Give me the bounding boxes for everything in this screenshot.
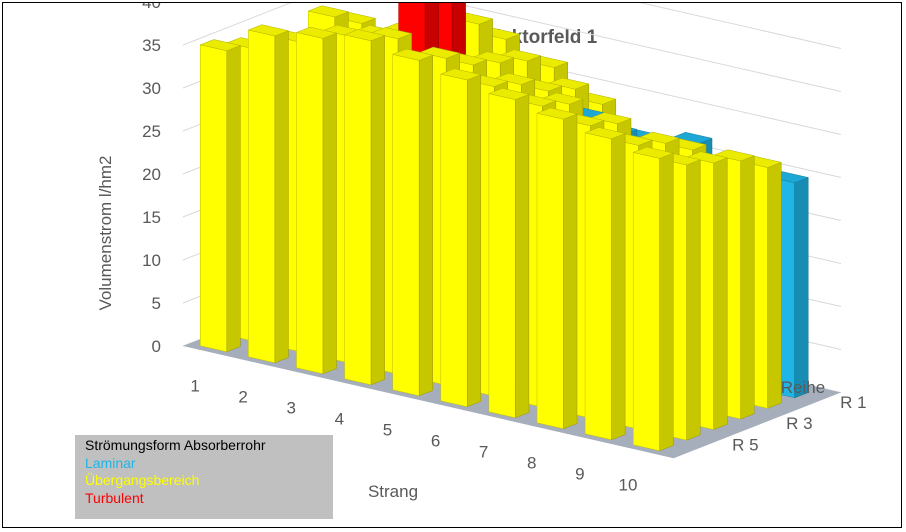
legend-title: Strömungsform Absorberrohr bbox=[85, 437, 266, 453]
bar-side-face bbox=[515, 93, 530, 419]
bar-side-face bbox=[563, 113, 578, 430]
x-tick-label: 3 bbox=[287, 399, 296, 418]
x-axis-label: Strang bbox=[368, 482, 418, 501]
bar-top-face bbox=[472, 51, 515, 64]
x-tick-label: 8 bbox=[527, 454, 536, 473]
y-tick-label: 0 bbox=[152, 337, 161, 356]
bar-top-face bbox=[713, 149, 756, 162]
bar-front-face bbox=[584, 132, 612, 441]
row-axis-label: Reihe bbox=[781, 378, 825, 397]
bar-side-face bbox=[226, 45, 241, 353]
bar-side-face bbox=[467, 74, 482, 408]
bar-front-face bbox=[200, 44, 228, 353]
y-tick-label: 15 bbox=[142, 208, 161, 227]
bar-side-face bbox=[322, 32, 337, 375]
bar-strang-1-row-1 bbox=[199, 39, 242, 353]
bar-strang-8-row-1 bbox=[536, 107, 578, 430]
y-tick-label: 40 bbox=[142, 3, 161, 12]
gridline bbox=[182, 3, 842, 92]
x-axis-ticks: 1 2 3 4 5 6 7 8 9 10 bbox=[190, 377, 637, 495]
bar-top-face bbox=[499, 49, 542, 62]
bar-side-face bbox=[794, 177, 809, 399]
y-tick-label: 35 bbox=[142, 36, 161, 55]
y-tick-label: 30 bbox=[142, 79, 161, 98]
bar-side-face bbox=[686, 159, 701, 441]
legend-item-laminar: Laminar bbox=[85, 454, 136, 471]
bar-top-face bbox=[584, 127, 626, 140]
row-tick-label: R 3 bbox=[786, 414, 812, 433]
bar-front-face bbox=[536, 112, 564, 430]
y-tick-label: 5 bbox=[152, 294, 161, 313]
bar-side-face bbox=[274, 30, 289, 364]
bar-front-face bbox=[392, 54, 420, 397]
legend-item-transition: Übergangsbereich bbox=[85, 472, 200, 488]
bar-side-face bbox=[713, 157, 728, 430]
bar-front-face bbox=[248, 29, 276, 364]
bar-strang-6-row-1 bbox=[439, 68, 482, 408]
bar-strang-4-row-1 bbox=[343, 29, 386, 386]
bar-top-face bbox=[439, 68, 482, 81]
bar-top-face bbox=[632, 146, 675, 159]
x-tick-label: 2 bbox=[238, 388, 247, 407]
x-tick-label: 10 bbox=[618, 476, 637, 495]
gridline bbox=[639, 3, 842, 49]
bar-top-face bbox=[590, 112, 632, 125]
bar-top-face bbox=[295, 26, 338, 39]
bar-front-face bbox=[344, 34, 372, 386]
bar-front-face bbox=[632, 152, 660, 452]
row-tick-label: R 1 bbox=[840, 393, 866, 412]
y-tick-label: 20 bbox=[142, 165, 161, 184]
bar-top-face bbox=[536, 107, 578, 120]
bar-front-face bbox=[440, 73, 468, 408]
bar-side-face bbox=[740, 155, 755, 420]
bars-group bbox=[199, 3, 810, 452]
bar-side-face bbox=[370, 35, 385, 386]
chart-canvas: Beispiel C-C /Kollektorfeld 1 0510152025… bbox=[96, 3, 867, 501]
bar-top-face bbox=[686, 151, 729, 164]
bar-strang-2-row-1 bbox=[247, 24, 290, 364]
bar-top-face bbox=[493, 73, 536, 85]
x-tick-label: 1 bbox=[190, 377, 199, 396]
y-axis-ticks: 0 5 10 15 20 25 30 35 40 bbox=[142, 3, 161, 356]
x-tick-label: 9 bbox=[575, 465, 584, 484]
bar-top-face bbox=[418, 46, 461, 59]
legend: Strömungsform Absorberrohr Laminar Überg… bbox=[75, 435, 333, 519]
y-tick-label: 10 bbox=[142, 251, 161, 270]
x-tick-label: 6 bbox=[431, 432, 440, 451]
bar-side-face bbox=[767, 161, 782, 409]
bar-strang-3-row-1 bbox=[295, 26, 338, 375]
bar-front-face bbox=[488, 93, 516, 419]
bar-top-face bbox=[391, 48, 434, 61]
bar-strang-7-row-1 bbox=[488, 88, 530, 419]
bar-strang-9-row-1 bbox=[584, 127, 626, 441]
legend-item-turbulent: Turbulent bbox=[85, 489, 144, 506]
y-axis-label: Volumenstrom l/hm2 bbox=[96, 156, 115, 311]
row-axis-ticks: R 1 R 3 R 5 bbox=[732, 393, 866, 454]
bar-strang-10-row-1 bbox=[632, 146, 675, 452]
x-tick-label: 4 bbox=[335, 410, 344, 429]
bar-top-face bbox=[343, 29, 386, 42]
bar-top-face bbox=[307, 5, 350, 18]
bar-top-face bbox=[247, 24, 290, 37]
bar-front-face bbox=[296, 32, 324, 375]
bar-top-face bbox=[370, 27, 413, 40]
bar-top-face bbox=[638, 131, 680, 144]
bar-top-face bbox=[488, 88, 530, 100]
x-tick-label: 5 bbox=[383, 421, 392, 440]
bar-side-face bbox=[659, 152, 674, 452]
row-tick-label: R 5 bbox=[732, 435, 758, 454]
bar-side-face bbox=[611, 133, 626, 441]
bar-top-face bbox=[199, 39, 242, 52]
x-tick-label: 7 bbox=[479, 443, 488, 462]
y-tick-label: 25 bbox=[142, 122, 161, 141]
bar-top-face bbox=[542, 92, 584, 105]
bar-side-face bbox=[418, 54, 433, 397]
bar-top-face bbox=[547, 77, 590, 90]
bar-strang-5-row-1 bbox=[391, 48, 434, 397]
